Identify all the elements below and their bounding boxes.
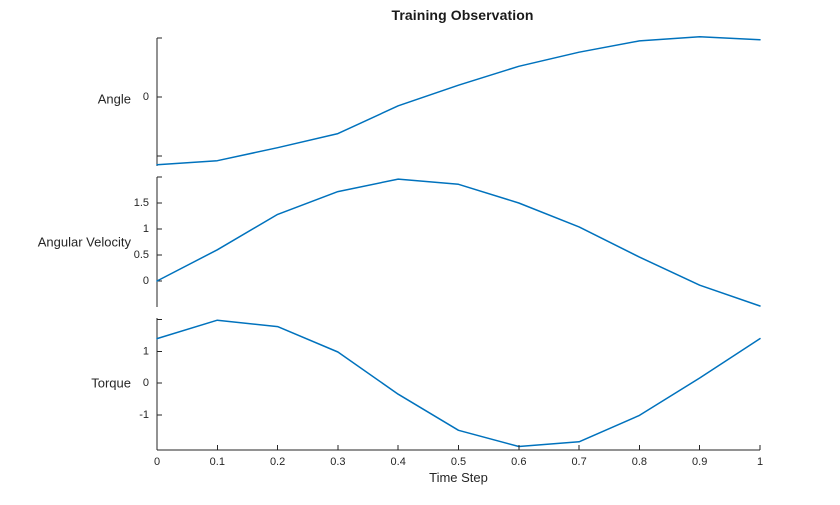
y-tick-label-angular-velocity: 1	[143, 223, 149, 235]
ylabel-torque: Torque	[91, 375, 131, 391]
xlabel-time-step: Time Step	[429, 470, 488, 485]
chart-title: Training Observation	[391, 7, 534, 23]
y-tick-label-torque: 0	[143, 377, 149, 389]
ylabel-angle: Angle	[97, 91, 131, 107]
x-tick-label: 0.7	[571, 456, 586, 468]
y-tick-label-torque: 1	[143, 345, 149, 357]
x-tick-label: 0.5	[451, 456, 466, 468]
y-tick-label-angle: 0	[143, 91, 149, 103]
x-tick-label: 0.3	[330, 456, 345, 468]
x-tick-label: 1	[757, 456, 763, 468]
y-tick-label-angular-velocity: 1.5	[134, 197, 149, 209]
y-tick-label-angular-velocity: 0	[143, 275, 149, 287]
x-tick-label: 0.4	[391, 456, 406, 468]
y-tick-label-angular-velocity: 0.5	[134, 249, 149, 261]
x-tick-label: 0	[154, 456, 160, 468]
x-tick-label: 0.9	[692, 456, 707, 468]
x-tick-label: 0.8	[632, 456, 647, 468]
series-line-angular-velocity	[156, 178, 761, 307]
x-tick-label: 0.6	[511, 456, 526, 468]
x-tick-label: 0.1	[210, 456, 225, 468]
y-tick-label-torque: -1	[139, 409, 149, 421]
x-tick-label: 0.2	[270, 456, 285, 468]
series-line-torque	[156, 319, 761, 448]
series-line-angle	[156, 36, 761, 166]
ylabel-angular-velocity: Angular Velocity	[37, 234, 131, 250]
